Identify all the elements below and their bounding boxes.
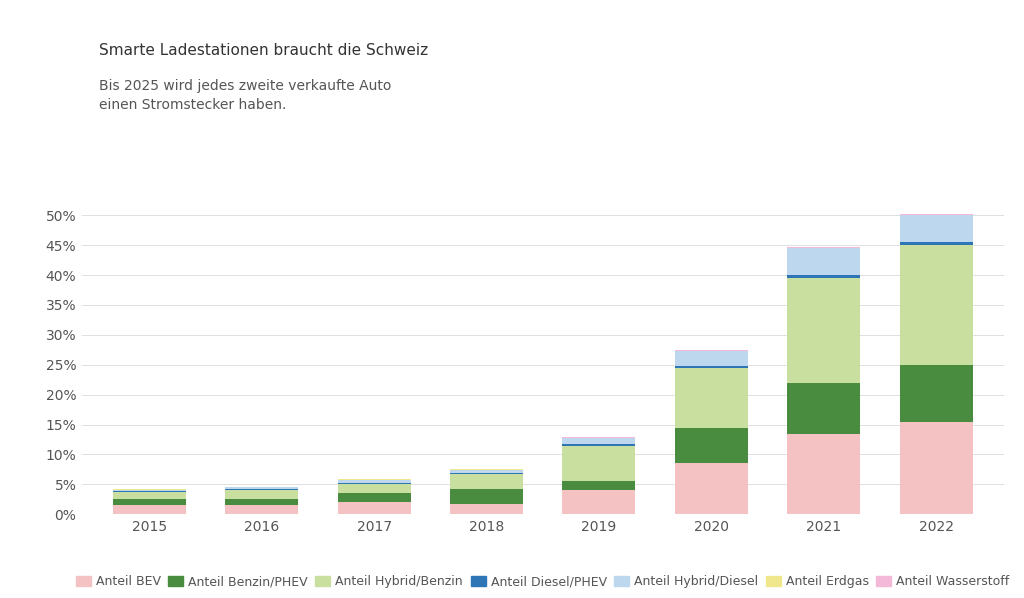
Bar bbox=[562, 481, 636, 490]
Bar bbox=[450, 470, 523, 472]
Bar bbox=[450, 504, 523, 514]
Bar bbox=[899, 365, 973, 422]
Bar bbox=[899, 245, 973, 365]
Bar bbox=[450, 489, 523, 504]
Bar bbox=[675, 351, 748, 366]
Bar bbox=[338, 493, 411, 502]
Bar bbox=[338, 480, 411, 481]
Bar bbox=[113, 505, 186, 514]
Bar bbox=[450, 469, 523, 470]
Bar bbox=[787, 248, 860, 275]
Bar bbox=[225, 505, 298, 514]
Bar bbox=[787, 383, 860, 434]
Bar bbox=[899, 422, 973, 514]
Bar bbox=[225, 490, 298, 499]
Bar bbox=[675, 463, 748, 514]
Bar bbox=[225, 499, 298, 505]
Bar bbox=[338, 502, 411, 514]
Bar bbox=[787, 275, 860, 278]
Bar bbox=[113, 492, 186, 499]
Bar bbox=[562, 490, 636, 514]
Bar bbox=[113, 499, 186, 505]
Bar bbox=[338, 484, 411, 493]
Bar bbox=[675, 366, 748, 368]
Text: Smarte Ladestationen braucht die Schweiz: Smarte Ladestationen braucht die Schweiz bbox=[99, 43, 428, 59]
Bar bbox=[562, 438, 636, 444]
Bar bbox=[113, 490, 186, 491]
Legend: Anteil BEV, Anteil Benzin/PHEV, Anteil Hybrid/Benzin, Anteil Diesel/PHEV, Anteil: Anteil BEV, Anteil Benzin/PHEV, Anteil H… bbox=[71, 570, 1015, 593]
Bar bbox=[899, 215, 973, 242]
Bar bbox=[899, 242, 973, 245]
Bar bbox=[225, 487, 298, 489]
Bar bbox=[450, 472, 523, 474]
Bar bbox=[562, 444, 636, 446]
Bar bbox=[562, 446, 636, 481]
Bar bbox=[338, 483, 411, 484]
Bar bbox=[787, 278, 860, 383]
Bar bbox=[787, 434, 860, 514]
Bar bbox=[338, 481, 411, 483]
Bar bbox=[450, 474, 523, 489]
Bar bbox=[675, 368, 748, 428]
Text: Bis 2025 wird jedes zweite verkaufte Auto
einen Stromstecker haben.: Bis 2025 wird jedes zweite verkaufte Aut… bbox=[99, 79, 392, 112]
Bar bbox=[675, 428, 748, 463]
